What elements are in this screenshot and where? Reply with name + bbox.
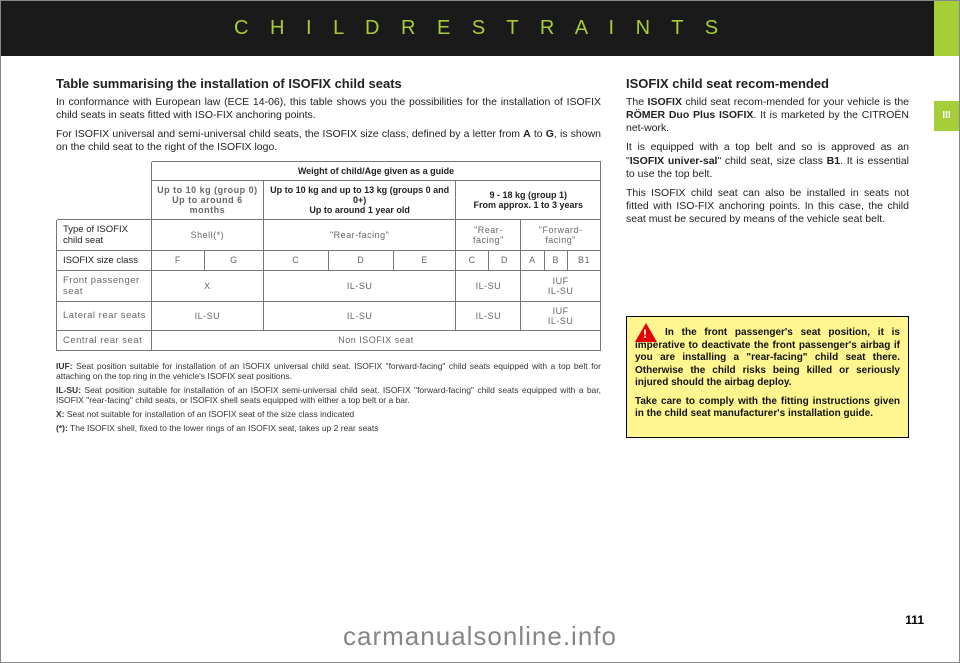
row-lat-label: Lateral rear seats (57, 301, 152, 330)
notes: IUF: Seat position suitable for installa… (56, 361, 601, 434)
content: Table summarising the installation of IS… (1, 56, 959, 448)
left-p1: In conformance with European law (ECE 14… (56, 96, 601, 122)
left-heading: Table summarising the installation of IS… (56, 76, 601, 91)
watermark: carmanualsonline.info (1, 621, 959, 652)
row-type-label: Type of ISOFIX child seat (57, 219, 152, 250)
c: B (544, 250, 567, 270)
left-p2: For ISOFIX universal and semi-universal … (56, 128, 601, 154)
t: For ISOFIX universal and semi-universal … (56, 128, 523, 140)
t: Up to 10 kg and up to 13 kg (groups 0 an… (267, 185, 453, 205)
t: (*): (56, 423, 68, 433)
right-heading: ISOFIX child seat recom-mended (626, 76, 909, 91)
c: B1 (568, 250, 601, 270)
warn-p2: Take care to comply with the fitting ins… (635, 396, 900, 421)
th-weight: Weight of child/Age given as a guide (152, 161, 601, 180)
c: "Rear-facing" (263, 219, 456, 250)
page-title: C H I L D R E S T R A I N T S (234, 17, 726, 39)
t: The (626, 96, 648, 108)
isofix-table: Weight of child/Age given as a guide Up … (56, 161, 601, 351)
c: Non ISOFIX seat (152, 330, 601, 350)
th-col1: Up to 10 kg (group 0) Up to around 6 mon… (152, 180, 264, 219)
t: The ISOFIX shell, fixed to the lower rin… (68, 423, 379, 433)
c: IL-SU (263, 270, 456, 301)
c: X (152, 270, 264, 301)
warning-box: In the front passenger's seat position, … (626, 316, 909, 438)
t: Seat position suitable for installation … (56, 361, 601, 381)
c: C (456, 250, 488, 270)
row-size-label: ISOFIX size class (57, 250, 152, 270)
c: IL-SU (263, 301, 456, 330)
t: 9 - 18 kg (group 1) (459, 190, 597, 200)
th-col3: 9 - 18 kg (group 1) From approx. 1 to 3 … (456, 180, 601, 219)
t: ISOFIX univer-sal (630, 155, 718, 167)
green-tab (934, 1, 959, 56)
right-p3: This ISOFIX child seat can also be insta… (626, 187, 909, 226)
t: IL-SU: (56, 385, 81, 395)
t: IUF: (56, 361, 73, 371)
t: From approx. 1 to 3 years (459, 200, 597, 210)
c: C (263, 250, 328, 270)
blank (57, 161, 152, 219)
t: X: (56, 409, 65, 419)
c: IL-SU (456, 301, 521, 330)
c: D (488, 250, 520, 270)
warn-p1: In the front passenger's seat position, … (635, 327, 900, 390)
t: " child seat, size class (717, 155, 826, 167)
c: IL-SU (152, 301, 264, 330)
t: ISOFIX (648, 96, 682, 108)
t: Up to around 6 months (155, 195, 260, 215)
c: IUF IL-SU (521, 301, 601, 330)
right-column: ISOFIX child seat recom-mended The ISOFI… (626, 76, 909, 438)
left-column: Table summarising the installation of IS… (56, 76, 601, 438)
chapter-tab: III (934, 101, 959, 131)
warning-icon (635, 323, 657, 342)
right-p1: The ISOFIX child seat recom-mended for y… (626, 96, 909, 135)
th-col2: Up to 10 kg and up to 13 kg (groups 0 an… (263, 180, 456, 219)
t: Seat position suitable for installation … (56, 385, 601, 405)
c: "Forward-facing" (521, 219, 601, 250)
c: Shell(*) (152, 219, 264, 250)
t: B1 (827, 155, 840, 167)
c: D (328, 250, 393, 270)
row-cent-label: Central rear seat (57, 330, 152, 350)
c: F (152, 250, 205, 270)
t: to (531, 128, 546, 140)
c: IL-SU (456, 270, 521, 301)
c: G (204, 250, 263, 270)
t: Up to 10 kg (group 0) (155, 185, 260, 195)
c: IUF IL-SU (521, 270, 601, 301)
c: "Rear-facing" (456, 219, 521, 250)
header-band: C H I L D R E S T R A I N T S (1, 1, 959, 56)
row-front-label: Front passenger seat (57, 270, 152, 301)
t: A (523, 128, 531, 140)
right-p2: It is equipped with a top belt and so is… (626, 141, 909, 180)
t: RÖMER Duo Plus ISOFIX (626, 109, 753, 121)
c: E (393, 250, 456, 270)
c: A (521, 250, 544, 270)
t: Up to around 1 year old (267, 205, 453, 215)
t: Seat not suitable for installation of an… (65, 409, 355, 419)
t: G (546, 128, 554, 140)
t: child seat recom-mended for your vehicle… (682, 96, 909, 108)
